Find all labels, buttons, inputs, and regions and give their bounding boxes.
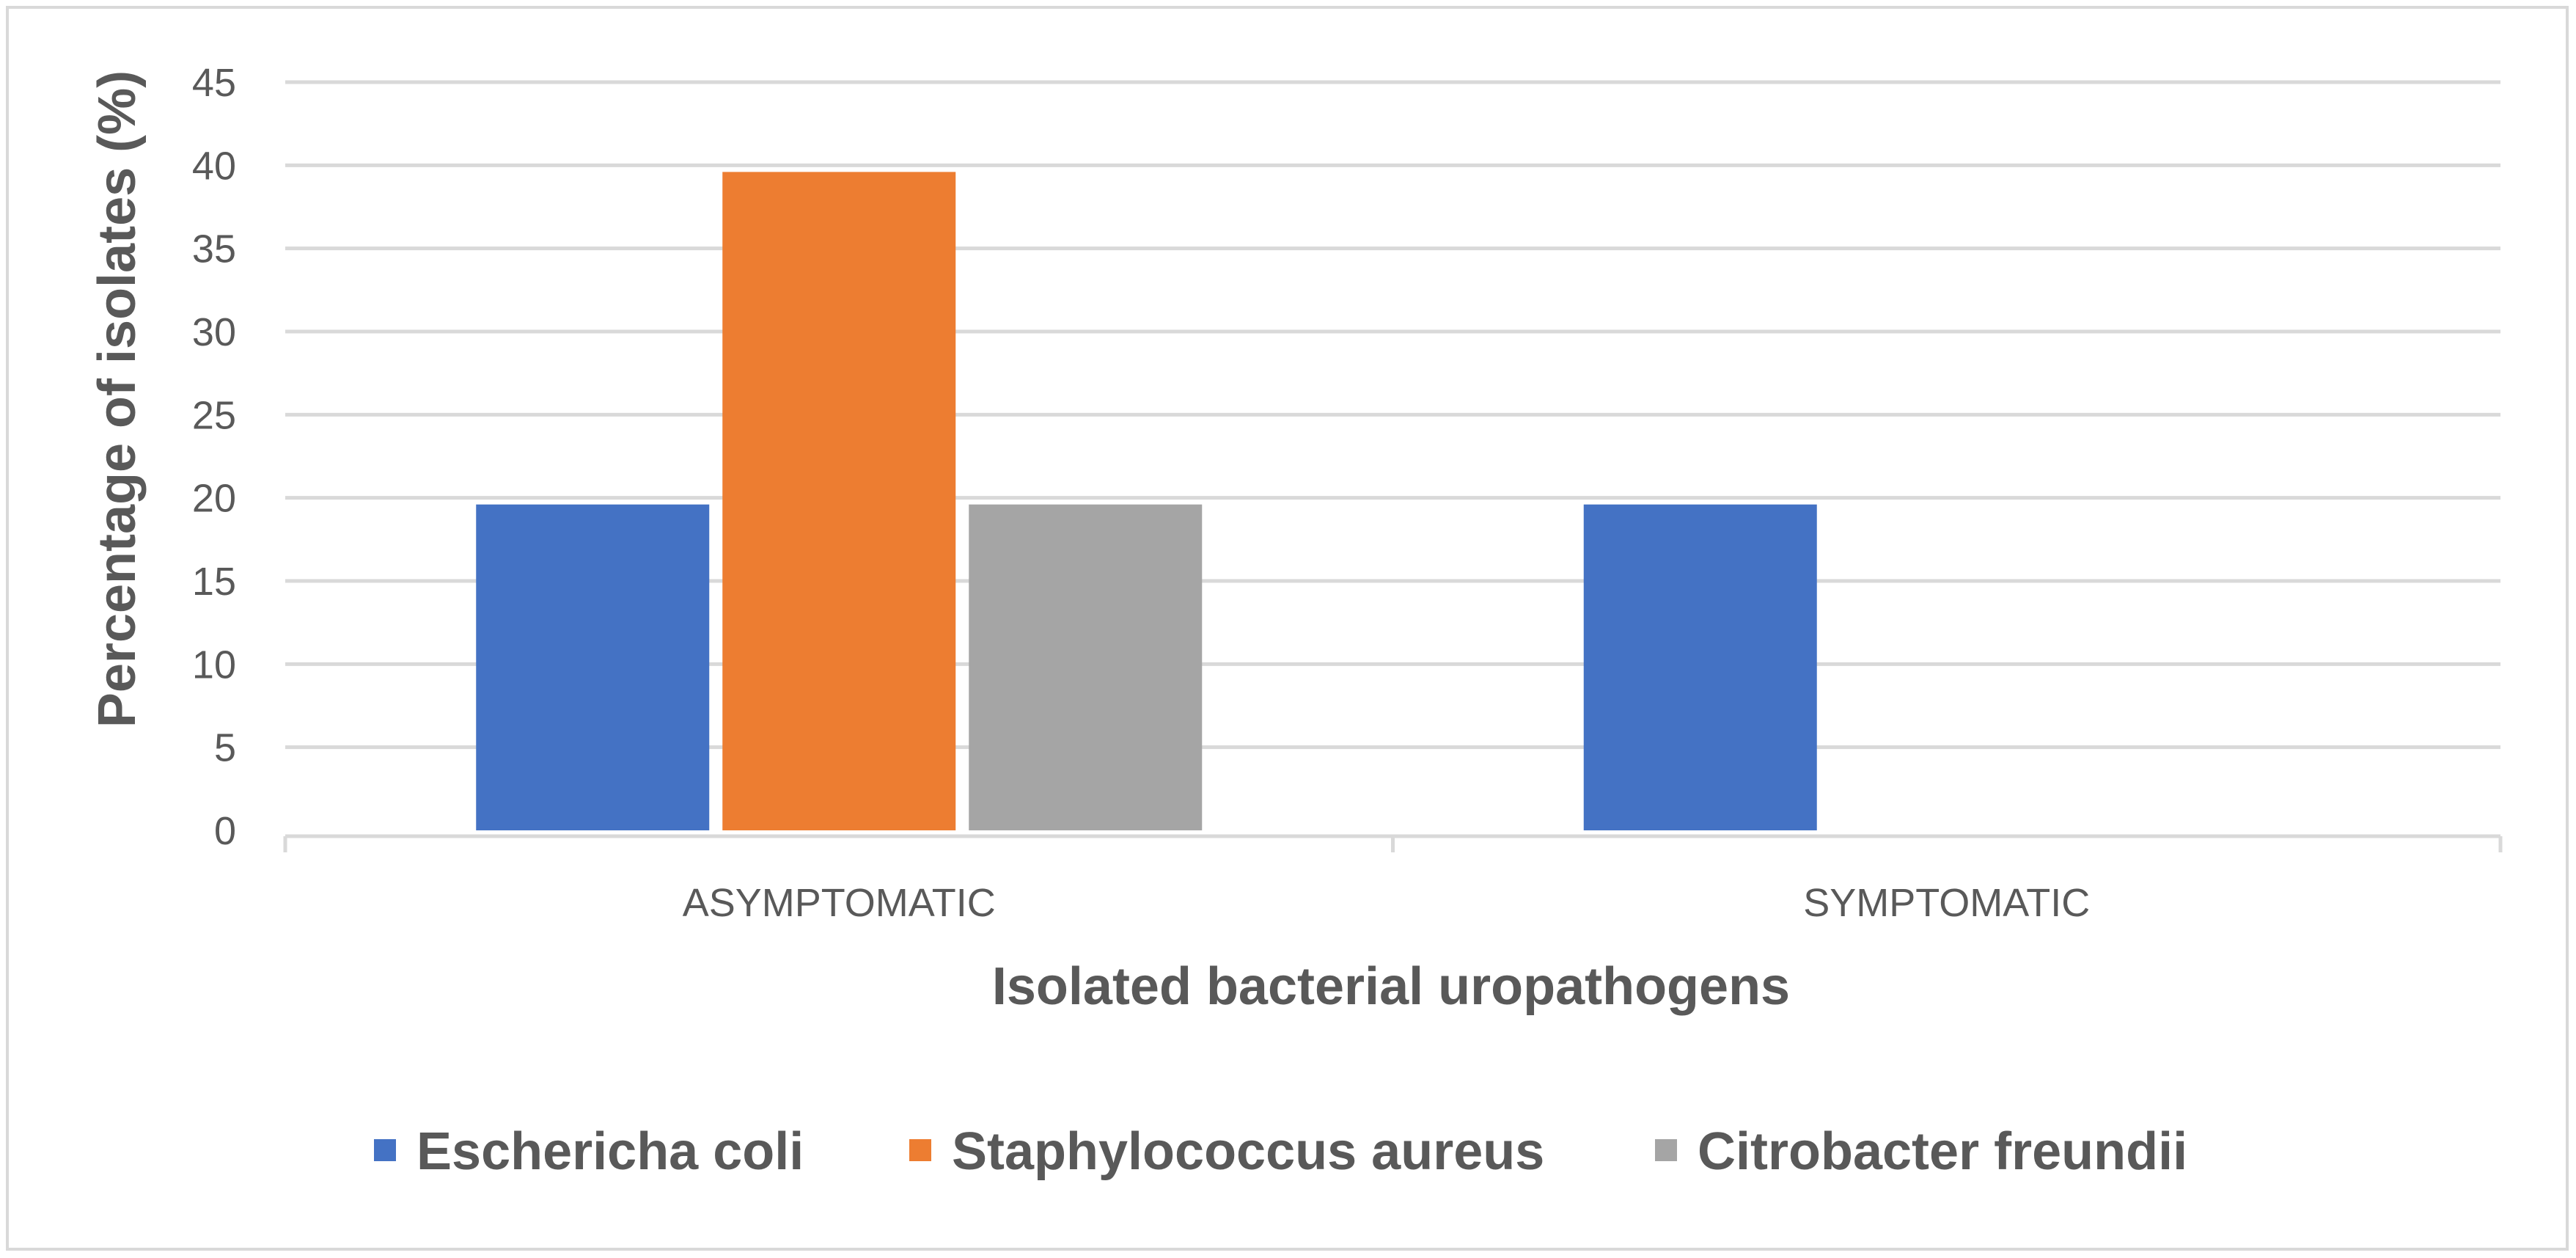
- legend-label: Eschericha coli: [417, 1122, 804, 1181]
- bar: [1583, 504, 1817, 830]
- bar-chart: 0 5 10 15 20 25 30 35 40 45 ASYMPTOMATIC SYMPTOMAT…: [88, 61, 2503, 1181]
- y-tick-label: 5: [214, 726, 236, 770]
- y-tick-label: 15: [192, 560, 236, 604]
- bar: [476, 504, 710, 830]
- bar: [722, 172, 956, 830]
- bars: [476, 172, 1817, 830]
- y-tick-labels: 0 5 10 15 20 25 30 35 40 45: [192, 61, 236, 853]
- bar: [969, 504, 1203, 830]
- legend-label: Citrobacter freundii: [1698, 1122, 2187, 1181]
- x-axis-title: Isolated bacterial uropathogens: [992, 957, 1790, 1016]
- legend-swatch: [909, 1139, 931, 1161]
- legend: Eschericha coli Staphylococcus aureus Citr…: [374, 1122, 2187, 1181]
- x-category-label: ASYMPTOMATIC: [683, 881, 996, 925]
- y-tick-label: 40: [192, 144, 236, 188]
- category-labels: ASYMPTOMATIC SYMPTOMATIC: [683, 881, 2091, 925]
- y-tick-label: 20: [192, 477, 236, 521]
- legend-swatch: [374, 1139, 396, 1161]
- x-category-label: SYMPTOMATIC: [1803, 881, 2090, 925]
- y-tick-label: 0: [214, 809, 236, 853]
- y-axis-title: Percentage of isolates (%): [88, 70, 147, 728]
- y-tick-label: 30: [192, 310, 236, 354]
- y-tick-label: 10: [192, 643, 236, 687]
- y-tick-label: 35: [192, 227, 236, 271]
- legend-label: Staphylococcus aureus: [952, 1122, 1544, 1181]
- y-tick-label: 25: [192, 393, 236, 437]
- chart-frame: 0 5 10 15 20 25 30 35 40 45 ASYMPTOMATIC SYMPTOMAT…: [6, 6, 2569, 1251]
- legend-swatch: [1655, 1139, 1677, 1161]
- x-axis: [283, 834, 2503, 852]
- y-tick-label: 45: [192, 61, 236, 105]
